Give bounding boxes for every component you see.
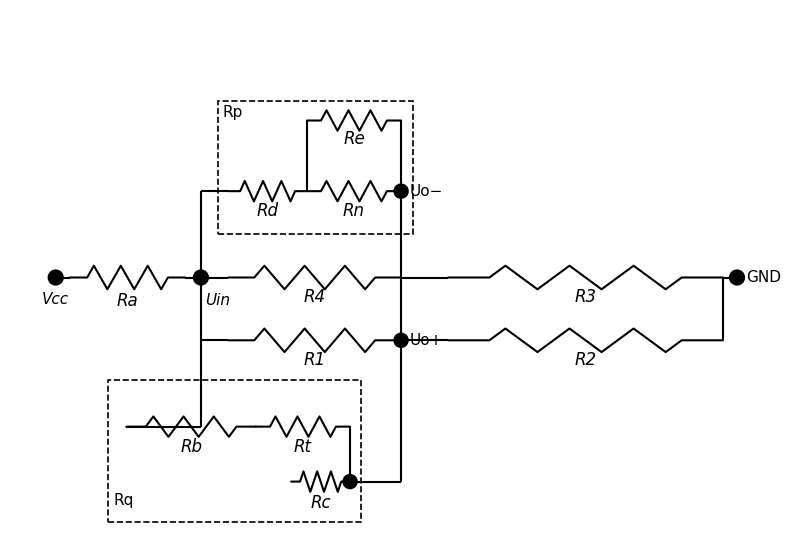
Bar xyxy=(109,380,361,522)
Text: R4: R4 xyxy=(304,289,326,306)
Text: Rc: Rc xyxy=(310,494,331,512)
Text: R3: R3 xyxy=(574,289,597,306)
Text: Uo−: Uo− xyxy=(410,184,443,199)
Text: Rn: Rn xyxy=(343,202,365,220)
Text: Uo+: Uo+ xyxy=(410,333,443,348)
Text: Rt: Rt xyxy=(294,438,312,456)
Circle shape xyxy=(49,270,62,285)
Text: R1: R1 xyxy=(304,351,326,369)
Text: Vcc: Vcc xyxy=(42,291,70,306)
Bar xyxy=(218,101,413,234)
Text: Ra: Ra xyxy=(117,291,139,310)
Circle shape xyxy=(194,270,208,285)
Circle shape xyxy=(343,475,356,488)
Text: Uin: Uin xyxy=(205,293,230,308)
Text: GND: GND xyxy=(747,270,782,285)
Text: Rp: Rp xyxy=(223,105,243,120)
Text: R2: R2 xyxy=(574,351,597,369)
Text: Re: Re xyxy=(343,130,364,148)
Circle shape xyxy=(730,270,744,285)
Text: Rd: Rd xyxy=(257,202,279,220)
Text: Rb: Rb xyxy=(180,438,202,456)
Circle shape xyxy=(394,184,407,198)
Circle shape xyxy=(394,334,407,347)
Text: Rq: Rq xyxy=(113,493,134,508)
